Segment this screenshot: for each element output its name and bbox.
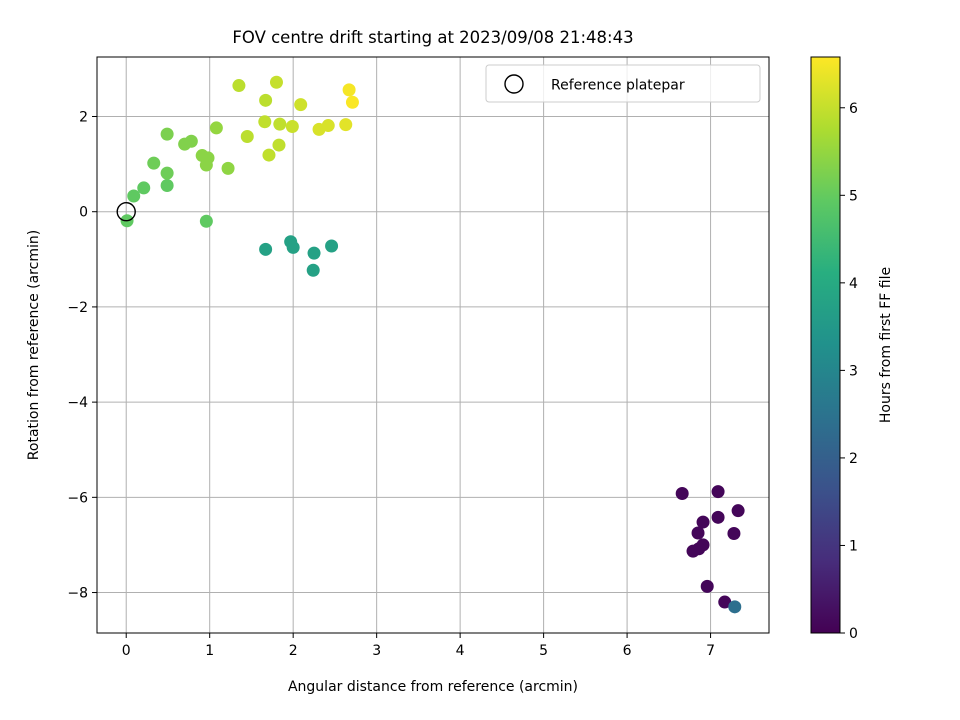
x-axis: 0 1 2 3 4 5 6 7: [122, 633, 715, 659]
data-point: [285, 120, 299, 134]
data-point: [199, 158, 213, 172]
data-point: [306, 263, 320, 277]
data-point: [262, 148, 276, 162]
data-point: [258, 115, 272, 129]
data-point: [199, 214, 213, 228]
data-point: [240, 129, 254, 143]
reference-platepar-marker: [116, 202, 136, 222]
x-axis-label: Angular distance from reference (arcmin): [288, 679, 578, 695]
x-tick-label: 6: [623, 643, 632, 659]
data-point: [718, 595, 732, 609]
data-point: [294, 98, 308, 112]
y-tick-label: −8: [67, 586, 88, 602]
y-axis-label: Rotation from reference (arcmin): [26, 230, 42, 460]
data-point: [691, 526, 705, 540]
x-tick-label: 2: [289, 643, 298, 659]
data-point: [339, 118, 353, 132]
legend-marker: [504, 74, 524, 94]
chart-title: FOV centre drift starting at 2023/09/08 …: [232, 28, 633, 47]
data-point: [700, 579, 714, 593]
data-point: [345, 95, 359, 109]
data-point: [147, 156, 161, 170]
data-point: [675, 487, 689, 501]
data-point: [711, 485, 725, 499]
y-tick-label: 2: [79, 110, 88, 126]
data-point: [127, 189, 141, 203]
data-point: [325, 239, 339, 253]
data-point: [686, 544, 700, 558]
data-point: [272, 138, 286, 152]
data-point: [259, 242, 273, 256]
data-point: [286, 240, 300, 254]
x-tick-label: 7: [706, 643, 715, 659]
data-point: [321, 119, 335, 133]
y-axis: −8 −6 −4 −2 0 2: [67, 110, 97, 602]
x-tick-label: 5: [539, 643, 548, 659]
data-point: [221, 161, 235, 175]
y-tick-label: −2: [67, 300, 88, 316]
grid: [97, 57, 769, 633]
x-tick-label: 3: [372, 643, 381, 659]
legend: Reference platepar: [485, 64, 761, 103]
data-point: [731, 504, 745, 518]
colorbar-tick-label: 3: [849, 363, 858, 379]
x-tick-label: 0: [122, 643, 131, 659]
y-tick-label: −6: [67, 490, 88, 506]
data-point: [696, 515, 710, 529]
data-points: [120, 75, 745, 614]
y-tick-label: 0: [79, 205, 88, 221]
colorbar: 0 1 2 3 4 5 6 Hours from first FF file: [810, 56, 894, 642]
data-point: [160, 127, 174, 141]
y-tick-label: −4: [67, 395, 88, 411]
x-tick-label: 4: [456, 643, 465, 659]
data-point: [160, 166, 174, 180]
data-point: [160, 179, 174, 193]
colorbar-label: Hours from first FF file: [878, 267, 894, 423]
data-point: [232, 79, 246, 93]
legend-label: Reference platepar: [551, 78, 685, 94]
data-point: [184, 134, 198, 148]
data-point: [307, 246, 321, 260]
plot-frame: [96, 56, 770, 634]
legend-box: [485, 64, 761, 103]
colorbar-ticks: 0 1 2 3 4 5 6: [840, 101, 858, 642]
colorbar-tick-label: 1: [849, 538, 858, 554]
data-point: [342, 83, 356, 97]
colorbar-tick-label: 0: [849, 626, 858, 642]
data-point: [137, 181, 151, 195]
colorbar-tick-label: 2: [849, 451, 858, 467]
data-point: [273, 117, 287, 131]
colorbar-tick-label: 6: [849, 101, 858, 117]
colorbar-tick-label: 5: [849, 188, 858, 204]
data-point: [259, 93, 273, 107]
data-point: [727, 527, 741, 541]
x-tick-label: 1: [205, 643, 214, 659]
data-point: [711, 510, 725, 524]
colorbar-gradient: [810, 56, 841, 634]
data-point: [209, 121, 223, 135]
data-point: [728, 600, 742, 614]
colorbar-tick-label: 4: [849, 276, 858, 292]
data-point: [269, 75, 283, 89]
